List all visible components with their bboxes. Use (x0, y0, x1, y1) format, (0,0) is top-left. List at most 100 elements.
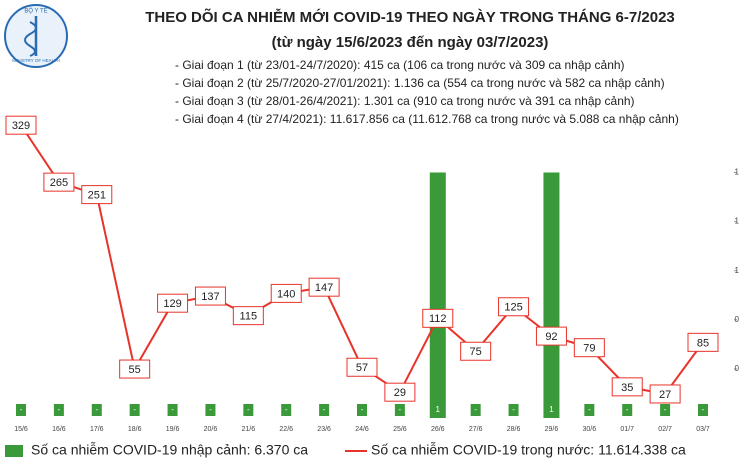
line-value-label: 147 (315, 282, 333, 294)
value-label-box (698, 404, 708, 416)
bar-value-label: - (171, 405, 174, 414)
bar-value-label: - (474, 405, 477, 414)
note: - Giai đoạn 4 (từ 27/4/2021): 11.617.856… (175, 112, 679, 126)
line-value-label: 129 (163, 298, 181, 310)
note: - Giai đoạn 2 (từ 25/7/2020-27/01/2021):… (175, 76, 665, 90)
x-tick-label: 21/6 (242, 426, 256, 433)
x-tick-label: 16/6 (52, 426, 66, 433)
value-label-box (508, 404, 519, 416)
bar-value-label: - (58, 405, 61, 414)
value-label-box (270, 283, 302, 303)
value-label-box (167, 404, 178, 416)
legend-label: Số ca nhiễm COVID-19 trong nước: 11.614.… (371, 442, 686, 458)
value-label-box (319, 404, 330, 416)
value-label-box (43, 172, 75, 192)
x-tick-label: 25/6 (393, 426, 407, 433)
bar (429, 172, 446, 418)
line-value-label: 265 (50, 177, 68, 189)
bar-value-label: - (95, 405, 98, 414)
bar-value-label: 1 (549, 405, 554, 414)
value-label-box (422, 308, 454, 328)
value-label-box (470, 404, 481, 416)
x-tick-label: 24/6 (355, 426, 369, 433)
bar-value-label: - (133, 405, 136, 414)
line-value-label: 329 (12, 120, 30, 132)
value-label-box (432, 404, 443, 416)
value-label-box (308, 277, 340, 297)
line-value-label: 55 (129, 364, 141, 376)
logo-bottom-text: MINISTRY OF HEALTH (12, 58, 60, 63)
y2-tick-label: 1 (735, 168, 740, 177)
value-label-box (611, 377, 643, 397)
line-value-label: 29 (394, 387, 406, 399)
line-value-label: 27 (659, 389, 671, 401)
bar-value-label: - (361, 405, 364, 414)
logo: BỘ Y TẾ MINISTRY OF HEALTH (4, 4, 68, 68)
value-label-box (81, 185, 113, 205)
line-value-label: 115 (240, 311, 258, 323)
value-label-box (660, 404, 671, 416)
bar-value-label: 1 (436, 405, 441, 414)
value-label-box (535, 326, 567, 346)
chart-subtitle: (từ ngày 15/6/2023 đến ngày 03/7/2023) (272, 34, 549, 51)
legend-label: Số ca nhiễm COVID-19 nhập cảnh: 6.370 ca (31, 442, 308, 458)
x-tick-label: 28/6 (507, 426, 521, 433)
value-label-box (687, 332, 719, 352)
x-tick-label: 27/6 (469, 426, 483, 433)
logo-snake (24, 21, 37, 57)
value-label-box (205, 404, 216, 416)
value-label-box (622, 404, 633, 416)
value-label-box (394, 404, 405, 416)
x-tick-label: 30/6 (583, 426, 597, 433)
y2-tick-label: 0 (735, 315, 740, 324)
x-tick-label: 02/7 (658, 426, 672, 433)
line-value-label: 137 (201, 291, 219, 303)
bar-value-label: - (209, 405, 212, 414)
value-label-box (157, 293, 189, 313)
value-label-box (281, 404, 292, 416)
x-tick-label: 29/6 (545, 426, 559, 433)
bar (543, 172, 560, 418)
bar-value-label: - (20, 405, 23, 414)
value-label-box (5, 115, 37, 135)
bar-value-label: - (702, 405, 705, 414)
bar-value-label: - (626, 405, 629, 414)
chart-title: THEO DÕI CA NHIỄM MỚI COVID-19 THEO NGÀY… (145, 8, 675, 26)
value-label-box (194, 286, 226, 306)
value-label-box (649, 384, 681, 404)
x-tick-label: 18/6 (128, 426, 142, 433)
bar-value-label: - (285, 405, 288, 414)
x-tick-label: 03/7 (696, 426, 710, 433)
value-label-box (91, 404, 102, 416)
bar-value-label: - (588, 405, 591, 414)
note: - Giai đoạn 3 (từ 28/01-26/4/2021): 1.30… (175, 94, 635, 108)
value-label-box (232, 306, 264, 326)
value-label-box (16, 404, 26, 416)
value-label-box (119, 359, 151, 379)
note: - Giai đoạn 1 (từ 23/01-24/7/2020): 415 … (175, 58, 625, 72)
line-value-label: 125 (504, 302, 522, 314)
bar-value-label: - (247, 405, 250, 414)
y2-tick-label: 1 (735, 266, 740, 275)
x-tick-label: 26/6 (431, 426, 445, 433)
y2-tick-label: 1 (735, 217, 740, 226)
line-value-label: 75 (470, 346, 482, 358)
bar-value-label: - (323, 405, 326, 414)
line-value-label: 112 (429, 313, 447, 325)
line-value-label: 35 (621, 382, 633, 394)
value-label-box (546, 404, 557, 416)
x-tick-label: 19/6 (166, 426, 180, 433)
line-value-label: 140 (277, 288, 295, 300)
bar-value-label: - (399, 405, 402, 414)
value-label-box (129, 404, 140, 416)
y2-tick-label: 0 (735, 364, 740, 373)
x-tick-label: 17/6 (90, 426, 104, 433)
legend-swatch (5, 445, 23, 457)
value-label-box (243, 404, 254, 416)
x-tick-label: 22/6 (279, 426, 293, 433)
x-tick-label: 01/7 (620, 426, 634, 433)
value-label-box (584, 404, 595, 416)
value-label-box (384, 382, 416, 402)
value-label-box (357, 404, 367, 416)
